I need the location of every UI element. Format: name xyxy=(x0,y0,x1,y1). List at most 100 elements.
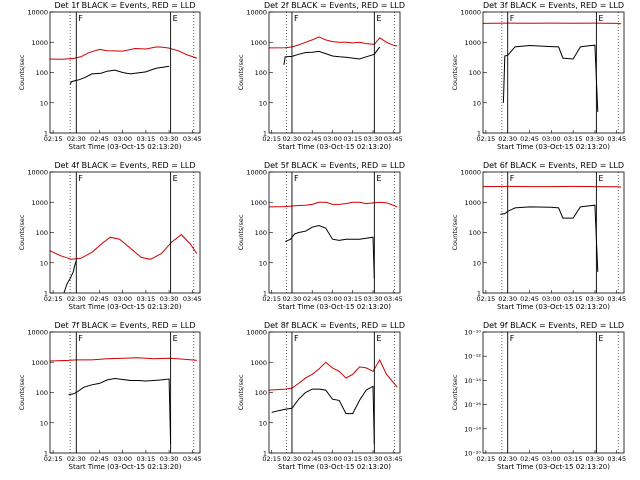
series-lld xyxy=(482,22,622,25)
y-tick-label: 1000 xyxy=(31,39,48,47)
y-tick-label: 10⁻¹⁴ xyxy=(464,377,481,385)
x-tick-label: 03:45 xyxy=(607,135,626,143)
x-tick-label: 03:15 xyxy=(564,135,583,143)
x-tick-label: 02:15 xyxy=(477,295,496,303)
x-tick-label: 02:45 xyxy=(303,455,322,463)
y-tick-label: 1 xyxy=(44,290,48,298)
y-tick-label: 10 xyxy=(40,419,48,427)
x-tick-label: 02:30 xyxy=(283,455,302,463)
y-tick-label: 1 xyxy=(263,290,267,298)
y-tick-label: 10 xyxy=(259,259,267,267)
panel-title: Det 1f BLACK = Events, RED = LLD xyxy=(54,1,195,10)
marker-label-f: F xyxy=(294,334,299,343)
y-tick-label: 100 xyxy=(255,69,267,77)
y-axis-label: Counts/sec xyxy=(237,54,245,90)
y-tick-label: 10000 xyxy=(460,169,481,177)
marker-label-e: E xyxy=(376,174,381,183)
x-axis-label: Start Time (03-Oct-15 02:13:20) xyxy=(278,303,391,311)
series-events xyxy=(271,385,375,444)
x-tick-label: 02:45 xyxy=(520,295,539,303)
x-tick-label: 03:30 xyxy=(364,135,383,143)
x-axis-label: Start Time (03-Oct-15 02:13:20) xyxy=(497,143,610,151)
x-tick-label: 02:45 xyxy=(90,295,109,303)
y-tick-label: 100 xyxy=(36,69,48,77)
series-events xyxy=(68,377,172,444)
x-tick-label: 03:45 xyxy=(607,295,626,303)
marker-label-f: F xyxy=(78,334,83,343)
x-tick-label: 02:30 xyxy=(67,135,86,143)
y-tick-label: 10 xyxy=(473,99,481,107)
y-axis-label: Counts/sec xyxy=(451,214,459,250)
series-lld xyxy=(268,358,398,391)
x-tick-label: 02:45 xyxy=(303,135,322,143)
series-lld xyxy=(268,36,398,49)
y-axis-label: Counts/sec xyxy=(451,54,459,90)
x-tick-label: 03:45 xyxy=(607,455,626,463)
x-tick-label: 03:45 xyxy=(384,295,403,303)
x-tick-label: 03:00 xyxy=(113,135,132,143)
x-axis-label: Start Time (03-Oct-15 02:13:20) xyxy=(497,303,610,311)
y-axis-label: Counts/sec xyxy=(18,54,26,90)
series-events xyxy=(502,44,599,112)
series-events xyxy=(69,65,170,85)
panel-det-4f: Det 4f BLACK = Events, RED = LLD F E 02:15 0… xyxy=(18,161,202,311)
plot-frame xyxy=(268,331,401,454)
marker-label-e: E xyxy=(173,174,178,183)
x-tick-label: 02:15 xyxy=(262,295,281,303)
series-events xyxy=(284,224,375,279)
x-tick-label: 03:00 xyxy=(542,455,561,463)
x-tick-label: 02:15 xyxy=(44,295,63,303)
series-lld xyxy=(49,233,198,260)
x-axis-label: Start Time (03-Oct-15 02:13:20) xyxy=(69,463,182,471)
x-tick-label: 03:30 xyxy=(586,135,605,143)
x-tick-label: 03:00 xyxy=(323,295,342,303)
marker-label-e: E xyxy=(376,334,381,343)
x-axis-label: Start Time (03-Oct-15 02:13:20) xyxy=(497,463,610,471)
series-events xyxy=(63,260,77,294)
plot-frame xyxy=(268,171,401,294)
y-tick-label: 1 xyxy=(477,130,481,138)
x-tick-label: 03:00 xyxy=(542,135,561,143)
y-tick-label: 10⁻¹⁰ xyxy=(464,329,481,337)
marker-label-f: F xyxy=(510,14,515,23)
y-tick-label: 1000 xyxy=(250,39,267,47)
y-tick-label: 1000 xyxy=(464,199,481,207)
x-tick-label: 03:00 xyxy=(323,455,342,463)
series-lld xyxy=(49,357,197,362)
y-tick-label: 10000 xyxy=(246,9,267,17)
x-tick-label: 02:15 xyxy=(44,135,63,143)
y-tick-label: 10000 xyxy=(27,9,48,17)
marker-label-e: E xyxy=(173,14,178,23)
plot-frame xyxy=(49,331,201,454)
x-tick-label: 02:15 xyxy=(262,135,281,143)
y-tick-label: 1000 xyxy=(250,359,267,367)
x-tick-label: 02:45 xyxy=(90,135,109,143)
x-tick-label: 03:15 xyxy=(343,135,362,143)
marker-label-f: F xyxy=(78,174,83,183)
y-tick-label: 100 xyxy=(36,229,48,237)
y-tick-label: 10 xyxy=(473,259,481,267)
panel-title: Det 6f BLACK = Events, RED = LLD xyxy=(483,161,624,170)
panel-det-7f: Det 7f BLACK = Events, RED = LLD F E 02:15 0… xyxy=(18,321,202,471)
y-tick-label: 100 xyxy=(255,229,267,237)
plot-frame xyxy=(49,171,201,294)
series-events xyxy=(500,204,599,272)
y-tick-label: 100 xyxy=(469,229,481,237)
x-tick-label: 03:45 xyxy=(183,295,202,303)
y-tick-label: 1000 xyxy=(464,39,481,47)
x-axis-label: Start Time (03-Oct-15 02:13:20) xyxy=(278,143,391,151)
y-tick-label: 100 xyxy=(255,389,267,397)
panel-det-1f: Det 1f BLACK = Events, RED = LLD F E 02:15 0… xyxy=(18,1,202,151)
x-tick-label: 03:30 xyxy=(160,295,179,303)
y-tick-label: 100 xyxy=(36,389,48,397)
x-tick-label: 03:30 xyxy=(160,135,179,143)
x-tick-label: 03:15 xyxy=(564,455,583,463)
x-axis-label: Start Time (03-Oct-15 02:13:20) xyxy=(278,463,391,471)
y-tick-label: 100 xyxy=(469,69,481,77)
marker-label-f: F xyxy=(78,14,83,23)
x-tick-label: 02:45 xyxy=(90,455,109,463)
y-axis-label: Counts/sec xyxy=(451,374,459,410)
